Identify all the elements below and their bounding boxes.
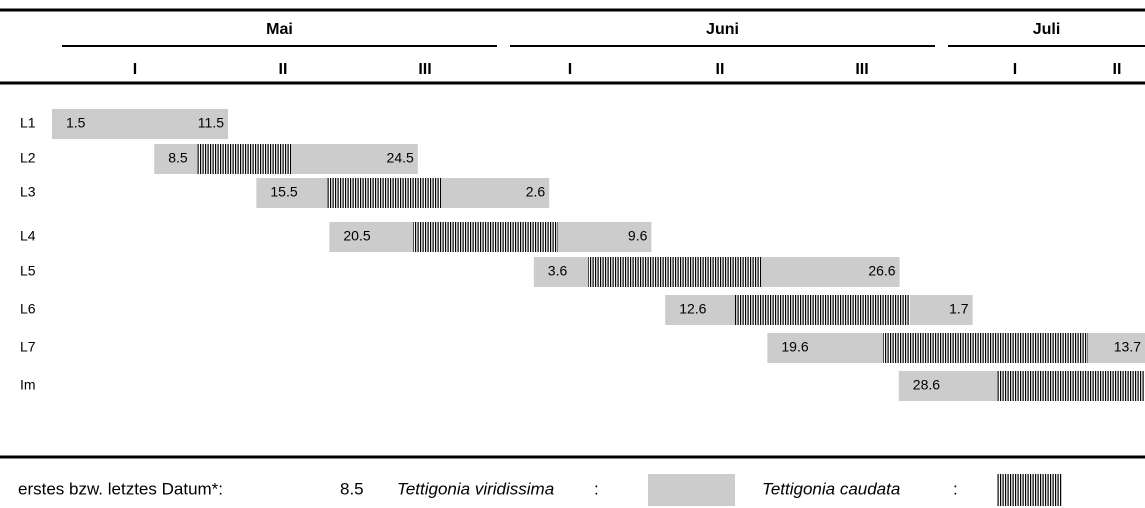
hatch [413,222,558,252]
start-label: 15.5 [270,184,297,200]
start-label: 1.5 [66,115,86,131]
row-label: L7 [20,339,36,355]
decade-label: I [568,61,572,78]
hatch [197,144,292,174]
hatch [588,257,762,287]
row-label: L5 [20,263,36,279]
row-label: L3 [20,184,36,200]
start-label: 20.5 [343,228,370,244]
legend-text: Tettigonia viridissima [397,479,554,498]
decade-label: II [1113,61,1122,78]
row-label: L1 [20,115,36,131]
hatch [997,371,1145,401]
month-label: Juli [1033,21,1061,38]
legend-text: : [953,479,958,498]
row-label: Im [20,377,36,393]
start-label: 8.5 [168,150,188,166]
bar [52,109,228,139]
legend-text: 8.5 [340,479,364,498]
hatch [326,178,442,208]
hatch [735,295,910,325]
decade-label: III [855,61,868,78]
start-label: 19.6 [781,339,808,355]
end-label: 26.6 [868,263,895,279]
legend-text: : [594,479,599,498]
legend-text: Tettigonia caudata [762,479,900,498]
legend-text: erstes bzw. letztes Datum*: [18,479,223,498]
month-label: Juni [706,21,739,38]
hatches [197,144,1145,401]
legend-swatch [997,474,1062,506]
decade-label: I [1013,61,1017,78]
end-label: 2.6 [526,184,546,200]
decade-label: II [716,61,725,78]
hatch [883,333,1088,363]
start-label: 3.6 [548,263,568,279]
row-label: L6 [20,301,36,317]
row-label: L2 [20,150,36,166]
legend-swatch [648,474,735,506]
end-label: 9.6 [628,228,648,244]
start-label: 12.6 [679,301,706,317]
end-label: 11.5 [198,115,224,131]
decade-label: III [418,61,431,78]
start-label: 28.6 [913,377,940,393]
decade-label: I [133,61,137,78]
end-label: 1.7 [949,301,969,317]
row-label: L4 [20,228,36,244]
month-label: Mai [266,21,293,38]
end-label: 24.5 [387,150,414,166]
decade-label: II [279,61,288,78]
end-label: 13.7 [1114,339,1141,355]
